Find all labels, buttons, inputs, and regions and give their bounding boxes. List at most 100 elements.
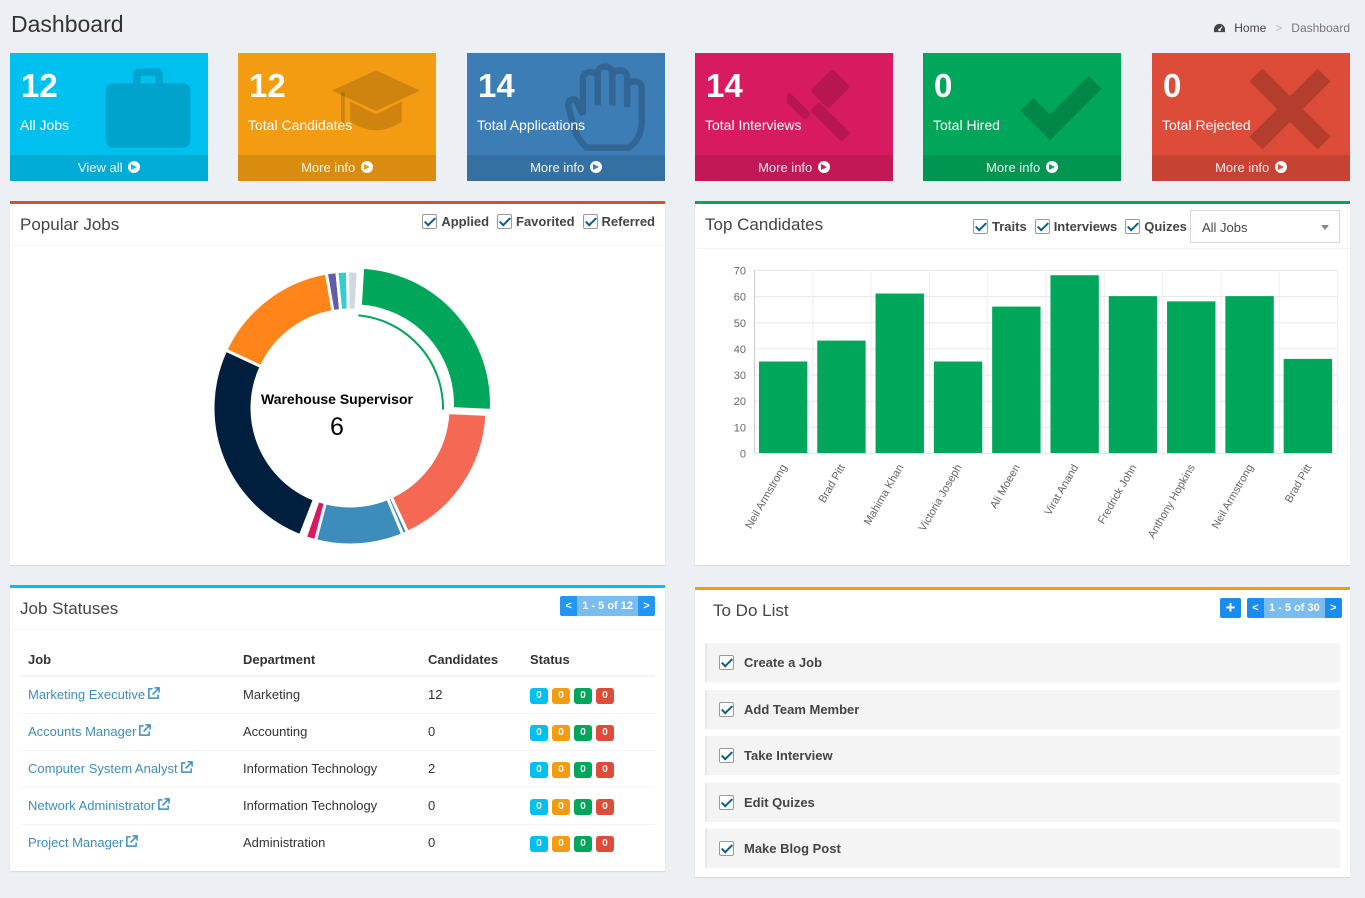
external-link-icon[interactable]: [180, 761, 193, 774]
donut-slice[interactable]: [223, 271, 335, 369]
bar[interactable]: [875, 293, 924, 453]
todo-next-page-button[interactable]: >: [1324, 598, 1342, 618]
todo-checkbox[interactable]: [719, 795, 734, 810]
applied-checkbox[interactable]: [422, 214, 438, 229]
candidates-cell: 0: [420, 823, 522, 861]
todo-item[interactable]: Add Team Member: [705, 690, 1340, 729]
status-badge: 0: [530, 761, 548, 778]
bar[interactable]: [1283, 358, 1333, 453]
x-tick-label: Virat Anand: [1043, 463, 1082, 518]
favorited-label: Favorited: [516, 214, 575, 229]
job-filter-select[interactable]: All Jobs: [1190, 210, 1340, 243]
department-cell: Information Technology: [235, 749, 420, 787]
stat-label: All Jobs: [20, 117, 70, 133]
stat-value: 0: [1163, 67, 1182, 104]
donut-slice[interactable]: [358, 265, 493, 412]
add-todo-button[interactable]: +: [1220, 598, 1241, 618]
table-row: Computer System Analyst Information Techn…: [20, 749, 655, 787]
traits-checkbox[interactable]: [973, 219, 988, 234]
popular-jobs-filters: Applied Favorited Referred: [414, 214, 655, 229]
popular-jobs-panel: Popular Jobs Applied Favorited Referred …: [10, 201, 665, 565]
top-candidates-bar-chart: 0 10 20 30 40 50 60 70 Neil Armstrong Brad Pitt Ma…: [734, 266, 1338, 541]
status-badge: 0: [596, 687, 614, 704]
todo-prev-page-button[interactable]: <: [1247, 598, 1264, 618]
referred-label: Referred: [601, 214, 655, 229]
stat-more-info-link[interactable]: More info: [238, 155, 436, 181]
donut-slice[interactable]: [211, 348, 317, 538]
y-tick-label: 40: [734, 344, 746, 356]
x-tick-label: Ali Moeen: [988, 463, 1023, 511]
external-link-icon[interactable]: [125, 835, 139, 848]
bar[interactable]: [933, 361, 983, 454]
bar[interactable]: [817, 340, 866, 453]
status-badge: 0: [530, 798, 548, 815]
x-tick-label: Brad Pitt: [1283, 463, 1314, 506]
todo-item[interactable]: Create a Job: [705, 643, 1340, 682]
todo-checkbox[interactable]: [719, 748, 734, 763]
job-link[interactable]: Project Manager: [28, 835, 124, 851]
status-badge: 0: [552, 724, 570, 741]
stat-link-label: More info: [530, 160, 585, 175]
donut-slice[interactable]: [346, 269, 360, 312]
stat-more-info-link[interactable]: More info: [695, 155, 893, 181]
stat-value: 12: [21, 67, 58, 104]
y-tick-label: 20: [734, 396, 746, 408]
todo-item[interactable]: Make Blog Post: [705, 829, 1340, 868]
referred-checkbox[interactable]: [582, 214, 598, 229]
status-badge: 0: [574, 835, 592, 852]
bar[interactable]: [1050, 275, 1099, 453]
job-link[interactable]: Accounts Manager: [28, 724, 137, 739]
job-statuses-title: Job Statuses: [20, 599, 119, 618]
next-page-button[interactable]: >: [638, 596, 655, 616]
external-link-icon[interactable]: [138, 724, 152, 737]
external-link-icon[interactable]: [157, 798, 170, 811]
status-badge: 0: [552, 835, 570, 852]
job-link[interactable]: Network Administrator: [28, 798, 156, 813]
stat-link-label: More info: [986, 160, 1041, 175]
interviews-checkbox[interactable]: [1034, 219, 1050, 234]
popular-jobs-donut-chart[interactable]: Warehouse Supervisor 6: [10, 249, 665, 567]
todo-checkbox[interactable]: [719, 841, 734, 856]
arrow-circle-right-icon: [360, 161, 373, 173]
external-link-icon[interactable]: [147, 687, 160, 700]
favorited-checkbox[interactable]: [497, 214, 513, 229]
todo-checkbox[interactable]: [719, 655, 734, 670]
breadcrumb-home-link[interactable]: Home: [1234, 21, 1267, 35]
donut-slice[interactable]: [313, 496, 405, 547]
todo-page-info: 1 - 5 of 30: [1264, 598, 1325, 618]
todo-item[interactable]: Edit Quizes: [705, 783, 1340, 822]
bar[interactable]: [992, 306, 1041, 453]
bar[interactable]: [1167, 301, 1216, 453]
job-link[interactable]: Computer System Analyst: [28, 761, 178, 776]
arrow-circle-right-icon: [1045, 161, 1058, 173]
col-header-department: Department: [235, 646, 420, 677]
job-link[interactable]: Marketing Executive: [28, 687, 146, 703]
x-tick-label: Anthony Hopkins: [1146, 462, 1198, 540]
stat-more-info-link[interactable]: More info: [1152, 155, 1350, 181]
breadcrumb: Home > Dashboard: [1213, 21, 1350, 35]
bar[interactable]: [1108, 296, 1158, 453]
y-tick-label: 10: [734, 422, 746, 434]
todo-item[interactable]: Take Interview: [705, 736, 1340, 775]
donut-slice[interactable]: [389, 411, 489, 535]
prev-page-button[interactable]: <: [560, 596, 578, 616]
bar[interactable]: [1225, 296, 1274, 453]
job-cell: Computer System Analyst: [20, 749, 235, 787]
candidates-cell: 12: [420, 675, 522, 713]
todo-list-title: To Do List: [713, 601, 789, 620]
status-badge: 0: [574, 798, 592, 815]
candidates-cell: 2: [420, 749, 522, 787]
x-tick-label: Mahima Khan: [862, 463, 906, 528]
stat-more-info-link[interactable]: More info: [923, 155, 1121, 181]
bar[interactable]: [758, 361, 808, 454]
stat-more-info-link[interactable]: View all: [10, 155, 208, 181]
stat-box-all-jobs: 12 All Jobs View all: [10, 53, 208, 181]
status-badge: 0: [530, 687, 548, 704]
stat-more-info-link[interactable]: More info: [467, 155, 665, 181]
todo-checkbox[interactable]: [719, 702, 734, 717]
arrow-circle-right-icon: [1274, 161, 1287, 173]
quizes-checkbox[interactable]: [1125, 219, 1141, 234]
hand-icon: [559, 63, 651, 155]
